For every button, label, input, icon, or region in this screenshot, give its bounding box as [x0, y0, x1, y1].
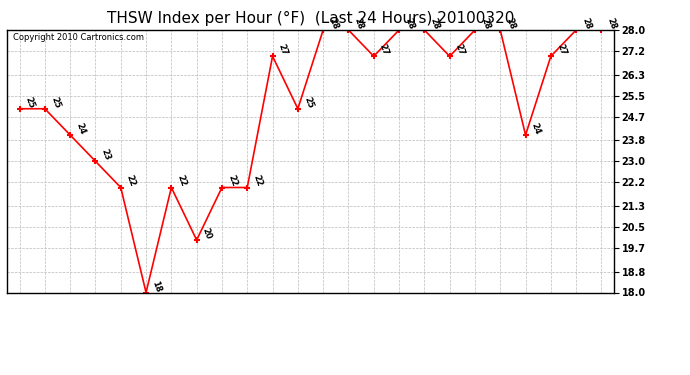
Text: THSW Index per Hour (°F)  (Last 24 Hours) 20100320: THSW Index per Hour (°F) (Last 24 Hours)… [107, 11, 514, 26]
Text: 28: 28 [504, 16, 517, 31]
Text: 25: 25 [49, 95, 61, 109]
Text: 24: 24 [75, 122, 87, 136]
Text: 28: 28 [403, 16, 415, 31]
Text: 28: 28 [606, 16, 618, 31]
Text: 18:00: 18:00 [470, 297, 480, 326]
Text: 17:00: 17:00 [444, 297, 455, 326]
Text: Copyright 2010 Cartronics.com: Copyright 2010 Cartronics.com [13, 33, 144, 42]
Text: 27: 27 [555, 43, 567, 57]
Text: 20: 20 [201, 226, 213, 241]
Text: 03:00: 03:00 [90, 297, 101, 326]
Text: 27: 27 [277, 43, 289, 57]
Text: 27: 27 [454, 43, 466, 57]
Text: 01:00: 01:00 [40, 297, 50, 326]
Text: 11:00: 11:00 [293, 297, 303, 326]
Text: 21:00: 21:00 [546, 297, 556, 326]
Text: 20:00: 20:00 [520, 297, 531, 326]
Text: 28: 28 [479, 16, 491, 31]
Text: 23:00: 23:00 [596, 297, 607, 326]
Text: 09:00: 09:00 [242, 297, 253, 326]
Text: 16:00: 16:00 [420, 297, 429, 326]
Text: 19:00: 19:00 [495, 297, 505, 326]
Text: 28: 28 [580, 16, 593, 31]
Text: 08:00: 08:00 [217, 297, 227, 326]
Text: 22: 22 [251, 174, 264, 188]
Text: 28: 28 [428, 16, 441, 31]
Text: 22: 22 [226, 174, 239, 188]
Text: 10:00: 10:00 [268, 297, 277, 326]
Text: 18: 18 [150, 279, 163, 293]
Text: 13:00: 13:00 [344, 297, 353, 326]
Text: 28: 28 [327, 16, 339, 31]
Text: 02:00: 02:00 [65, 297, 75, 326]
Text: 06:00: 06:00 [166, 297, 177, 326]
Text: 07:00: 07:00 [192, 297, 201, 326]
Text: 24: 24 [530, 122, 542, 136]
Text: 27: 27 [378, 43, 391, 57]
Text: 23: 23 [99, 148, 112, 162]
Text: 25: 25 [302, 95, 315, 109]
Text: 00:00: 00:00 [14, 297, 25, 326]
Text: 15:00: 15:00 [394, 297, 404, 326]
Text: 14:00: 14:00 [368, 297, 379, 326]
Text: 05:00: 05:00 [141, 297, 151, 326]
Text: 25: 25 [23, 95, 36, 109]
Text: 04:00: 04:00 [116, 297, 126, 326]
Text: 22: 22 [175, 174, 188, 188]
Text: 22: 22 [125, 174, 137, 188]
Text: 12:00: 12:00 [318, 297, 328, 326]
Text: 22:00: 22:00 [571, 297, 581, 326]
Text: 28: 28 [353, 16, 365, 31]
